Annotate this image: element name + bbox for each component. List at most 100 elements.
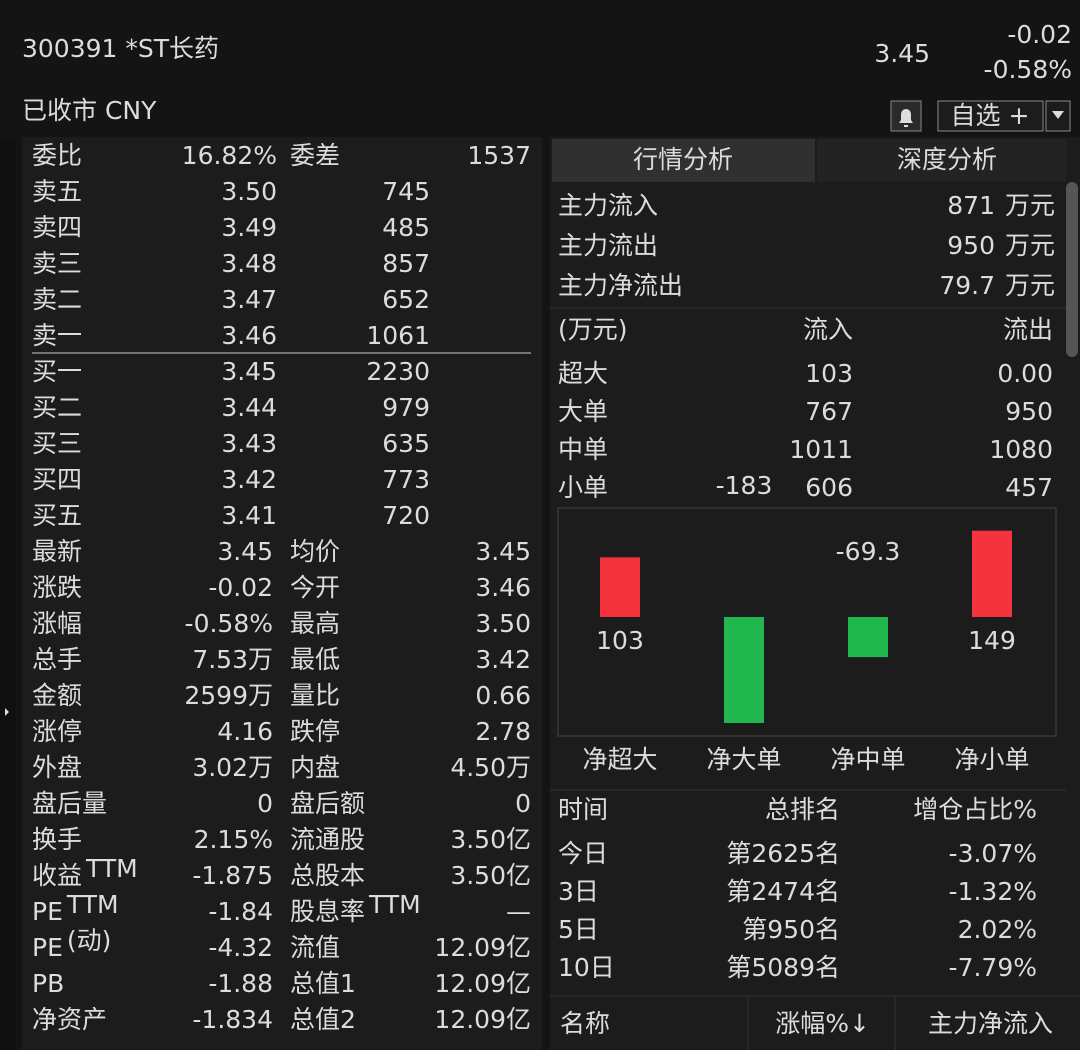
quote-label: 最新 <box>32 537 82 566</box>
rank-position: 第2474名 <box>726 877 840 906</box>
bar-value-label: -183 <box>716 471 773 500</box>
list-column[interactable]: 名称 <box>560 1009 610 1038</box>
level-label: 卖二 <box>32 285 82 314</box>
level-price: 3.41 <box>221 501 277 530</box>
rank-header: 时间 <box>558 795 608 824</box>
flow-label: 主力净流出 <box>558 271 683 300</box>
rank-header: 总排名 <box>765 795 840 824</box>
flow-value: 871 <box>947 191 995 220</box>
level-label: 卖一 <box>32 321 82 350</box>
bar-category: 净大单 <box>706 745 781 774</box>
quote-value: 2.15% <box>194 825 273 854</box>
quote-value: 3.45 <box>475 537 531 566</box>
rank-position: 第2625名 <box>726 839 840 868</box>
level-price: 3.42 <box>221 465 277 494</box>
level-volume: 745 <box>382 177 430 206</box>
quote-value: 4.16 <box>217 717 273 746</box>
flow-unit: 万元 <box>1005 231 1055 260</box>
bar <box>848 617 888 658</box>
quote-value: 0.66 <box>475 681 531 710</box>
quote-value: 3.46 <box>475 573 531 602</box>
quote-label: PE <box>32 897 63 926</box>
label: 委差 <box>290 141 340 170</box>
quote-value: -0.02 <box>208 573 273 602</box>
expand-arrow[interactable] <box>5 708 9 716</box>
quote-label: 总手 <box>32 645 82 674</box>
flow-label: 主力流出 <box>558 231 658 260</box>
price-change-pct: -0.58% <box>984 55 1072 84</box>
level-label: 买一 <box>32 357 82 386</box>
level-label: 买五 <box>32 501 82 530</box>
level-volume: 773 <box>382 465 430 494</box>
table-label: 小单 <box>558 473 608 502</box>
tab-active[interactable] <box>552 139 815 182</box>
rank-pct: -1.32% <box>949 877 1037 906</box>
quote-label: 净资产 <box>32 1005 107 1034</box>
quote-value: 3.50亿 <box>450 861 531 890</box>
quote-value: 12.09亿 <box>434 969 531 998</box>
list-column[interactable]: 主力净流入 <box>928 1009 1053 1038</box>
flow-unit: 万元 <box>1005 191 1055 220</box>
label-superscript: (动) <box>67 926 112 955</box>
chart-frame <box>557 507 1057 737</box>
level-volume: 857 <box>382 249 430 278</box>
level-price: 3.50 <box>221 177 277 206</box>
price-change: -0.02 <box>1007 20 1072 49</box>
table-header: (万元) <box>558 315 628 344</box>
level-label: 卖四 <box>32 213 82 242</box>
list-column[interactable]: 涨幅%↓ <box>775 1009 870 1038</box>
quote-value: 0 <box>515 789 531 818</box>
quote-value: 3.45 <box>217 537 273 566</box>
quote-label: 外盘 <box>32 753 82 782</box>
table-label: 大单 <box>558 397 608 426</box>
quote-label: 金额 <box>32 681 82 710</box>
flow-unit: 万元 <box>1005 271 1055 300</box>
tab-label: 深度分析 <box>897 145 997 174</box>
bar <box>724 617 764 723</box>
label-superscript: TTM <box>66 890 119 919</box>
tab[interactable] <box>817 139 1066 182</box>
bar-category: 净超大 <box>582 745 657 774</box>
quote-label: 涨停 <box>32 717 82 746</box>
bar <box>972 530 1012 617</box>
level-label: 买四 <box>32 465 82 494</box>
rank-position: 第950名 <box>742 915 840 944</box>
quote-value: 12.09亿 <box>434 1005 531 1034</box>
level-volume: 2230 <box>366 357 430 386</box>
quote-value: 3.02万 <box>192 753 273 782</box>
quote-value: -4.32 <box>208 933 273 962</box>
left-panel <box>22 137 542 1050</box>
quote-value: 4.50万 <box>450 753 531 782</box>
level-volume: 652 <box>382 285 430 314</box>
rank-position: 第5089名 <box>726 953 840 982</box>
bar-category: 净小单 <box>954 745 1029 774</box>
quote-value: 12.09亿 <box>434 933 531 962</box>
level-label: 卖五 <box>32 177 82 206</box>
rank-pct: -3.07% <box>949 839 1037 868</box>
level-price: 3.44 <box>221 393 277 422</box>
quote-label: PB <box>32 969 64 998</box>
quote-label: 总值1 <box>290 969 356 998</box>
level-price: 3.43 <box>221 429 277 458</box>
quote-label: 流通股 <box>290 825 365 854</box>
quote-label: 跌停 <box>290 717 340 746</box>
level-volume: 1061 <box>366 321 430 350</box>
bar-value-label: 149 <box>968 626 1016 655</box>
scrollbar[interactable] <box>1066 182 1078 357</box>
rank-period: 10日 <box>558 953 615 982</box>
level-price: 3.46 <box>221 321 277 350</box>
quote-value: 2599万 <box>184 681 273 710</box>
rank-header: 增仓占比% <box>913 795 1037 824</box>
quote-value: -1.88 <box>208 969 273 998</box>
level-price: 3.49 <box>221 213 277 242</box>
quote-value: 3.42 <box>475 645 531 674</box>
watch-button[interactable] <box>937 100 1044 132</box>
level-volume: 485 <box>382 213 430 242</box>
level-volume: 979 <box>382 393 430 422</box>
label: 委比 <box>32 141 82 170</box>
quote-label: 盘后量 <box>32 789 107 818</box>
quote-label: 涨跌 <box>32 573 82 602</box>
quote-value: -0.58% <box>185 609 273 638</box>
